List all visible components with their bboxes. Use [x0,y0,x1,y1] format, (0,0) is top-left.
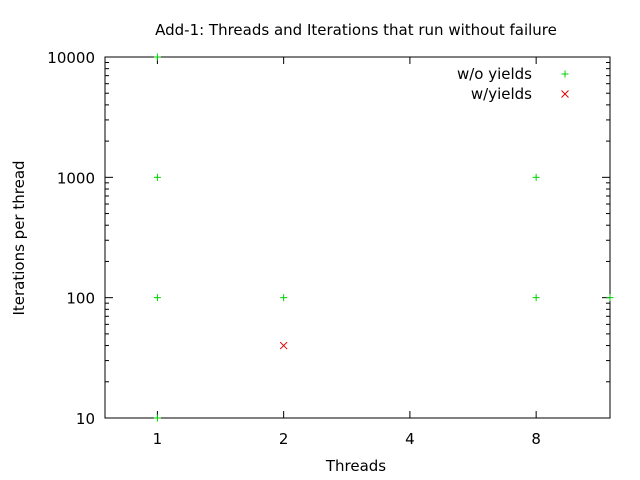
y-tick-label: 100 [66,290,95,308]
legend-marker [561,90,569,98]
data-points [153,53,614,422]
data-point-plus [153,294,161,302]
legend-marker [561,70,569,78]
x-tick-label: 1 [153,430,163,448]
legend: w/o yields w/yields [457,65,569,103]
plot-border [104,56,611,419]
x-tick-label: 4 [405,430,415,448]
data-point-cross [279,341,288,350]
y-axis-label: Iterations per thread [10,160,28,315]
y-tick-label: 10 [76,410,95,428]
legend-label: w/o yields [457,65,532,83]
chart-title: Add-1: Threads and Iterations that run w… [155,21,557,39]
data-point-plus [280,294,288,302]
x-tick-label: 8 [531,430,541,448]
data-point-plus [153,173,161,181]
tick-labels: 1 2 4 8 10 100 1000 10000 [47,49,541,448]
axis-ticks [105,56,610,419]
y-tick-label: 1000 [57,169,95,187]
data-point-plus [532,173,540,181]
y-tick-label: 10000 [47,49,95,67]
data-point-plus [532,294,540,302]
plot-area [104,56,611,419]
data-point-plus [606,294,614,302]
x-axis-label: Threads [325,457,386,475]
data-point-plus [153,414,161,422]
x-tick-label: 2 [279,430,289,448]
legend-label: w/yields [471,85,532,103]
data-point-plus [153,53,161,61]
